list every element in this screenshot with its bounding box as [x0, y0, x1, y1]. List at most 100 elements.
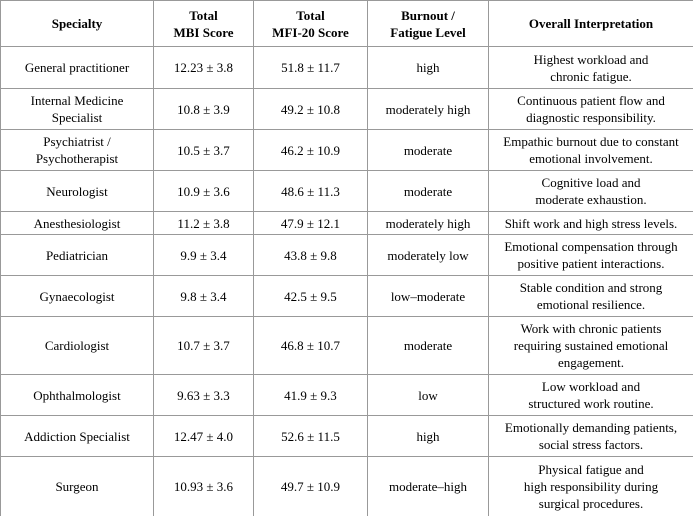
cell-line: moderately low [387, 247, 469, 263]
table-cell: moderate–high [367, 456, 489, 516]
cell-line: 42.5 ± 9.5 [284, 288, 337, 304]
table-row: Psychiatrist / Psychotherapist 10.5 ± 3.7 4… [0, 129, 693, 171]
cell-line: 41.9 ± 9.3 [284, 387, 337, 403]
cell-line: Empathic burnout due to constant [503, 134, 679, 149]
cell-line: MFI-20 Score [272, 24, 349, 40]
cell-line: chronic fatigue. [550, 68, 632, 84]
cell-line: Fatigue Level [390, 24, 466, 40]
table-cell: Low workload and structured work routine. [488, 374, 693, 416]
cell-line: 10.7 ± 3.7 [177, 338, 230, 353]
table-cell: 46.8 ± 10.7 [253, 316, 368, 375]
cell-line: surgical procedures. [538, 496, 644, 511]
cell-line: Work with chronic patients [520, 321, 662, 336]
cell-line: 12.47 ± 4.0 [173, 428, 234, 444]
cell-line: Pediatrician [45, 247, 109, 263]
cell-line: Shift work and high stress levels. [504, 215, 678, 231]
cell-line: 52.6 ± 11.5 [281, 428, 340, 444]
table-row: Gynaecologist 9.8 ± 3.4 42.5 ± 9.5 low–mode… [0, 275, 693, 317]
cell-line: Cardiologist [44, 338, 110, 353]
cell-line: 47.9 ± 12.1 [280, 215, 341, 231]
cell-line: moderately high [385, 101, 471, 117]
cell-line: Specialist [51, 110, 103, 125]
cell-line: moderate [403, 338, 453, 353]
cell-line: Addiction Specialist [24, 428, 130, 444]
table-row: Cardiologist 10.7 ± 3.7 46.8 ± 10.7 moderat… [0, 316, 693, 375]
table-row: General practitioner 12.23 ± 3.8 51.8 ± 11… [0, 46, 693, 89]
cell-line: Stable condition and strong [519, 280, 663, 295]
cell-line: 46.2 ± 10.9 [280, 142, 341, 158]
table-cell: low [367, 374, 489, 416]
header-cell: Overall Interpretation [488, 0, 693, 47]
table-cell: Cardiologist [0, 316, 154, 375]
table-cell: 46.2 ± 10.9 [253, 129, 368, 171]
table-cell: 10.5 ± 3.7 [153, 129, 254, 171]
cell-line: Emotional compensation through [504, 239, 678, 254]
cell-line: diagnostic responsibility. [526, 110, 656, 125]
cell-line: 10.8 ± 3.9 [177, 101, 230, 117]
table-cell: 10.9 ± 3.6 [153, 170, 254, 212]
cell-line: 12.23 ± 3.8 [173, 60, 234, 75]
header-cell: Total MBI Score [153, 0, 254, 47]
cell-line: Continuous patient flow and [517, 93, 665, 108]
table-cell: 9.8 ± 3.4 [153, 275, 254, 317]
table-cell: Emotionally demanding patients, social st… [488, 415, 693, 457]
cell-line: emotional resilience. [536, 297, 646, 312]
table-cell: General practitioner [0, 46, 154, 89]
cell-line: high [416, 428, 440, 444]
table-cell: moderate [367, 170, 489, 212]
cell-line: Emotionally demanding patients, [504, 420, 678, 435]
header-cell: Total MFI-20 Score [253, 0, 368, 47]
cell-line: moderate exhaustion. [535, 192, 647, 207]
table-cell: low–moderate [367, 275, 489, 317]
header-cell: Specialty [0, 0, 154, 47]
cell-line: high [416, 60, 440, 75]
cell-line: 43.8 ± 9.8 [284, 247, 337, 263]
cell-line: 9.9 ± 3.4 [180, 247, 227, 263]
cell-line: Overall Interpretation [528, 16, 654, 31]
cell-line: 10.93 ± 3.6 [173, 479, 234, 494]
table-cell: Ophthalmologist [0, 374, 154, 416]
cell-line: requiring sustained emotional [513, 338, 669, 353]
table-cell: Work with chronic patients requiring sust… [488, 316, 693, 375]
cell-line: 46.8 ± 10.7 [280, 338, 341, 353]
table-row: Surgeon 10.93 ± 3.6 49.7 ± 10.9 moderate–hi… [0, 456, 693, 516]
table-cell: 12.47 ± 4.0 [153, 415, 254, 457]
cell-line: low–moderate [390, 288, 466, 304]
table-cell: moderately high [367, 211, 489, 235]
cell-line: positive patient interactions. [517, 256, 665, 271]
table-cell: Cognitive load and moderate exhaustion. [488, 170, 693, 212]
cell-line: 49.7 ± 10.9 [280, 479, 341, 494]
cell-line: 9.63 ± 3.3 [177, 387, 230, 403]
table-cell: moderate [367, 316, 489, 375]
cell-line: Psychiatrist / [43, 134, 111, 149]
table-row: Pediatrician 9.9 ± 3.4 43.8 ± 9.8 moderatel… [0, 234, 693, 276]
cell-line: high responsibility during [523, 479, 659, 494]
cell-line: Physical fatigue and [538, 462, 644, 477]
table-cell: 9.63 ± 3.3 [153, 374, 254, 416]
header-cell: Burnout / Fatigue Level [367, 0, 489, 47]
table-cell: 12.23 ± 3.8 [153, 46, 254, 89]
table-cell: 10.93 ± 3.6 [153, 456, 254, 516]
table-cell: Psychiatrist / Psychotherapist [0, 129, 154, 171]
table-cell: Addiction Specialist [0, 415, 154, 457]
cell-line: social stress factors. [538, 437, 644, 452]
table-cell: Surgeon [0, 456, 154, 516]
cell-line: Highest workload and [533, 51, 649, 67]
cell-line: MBI Score [173, 24, 234, 40]
cell-line: 10.9 ± 3.6 [177, 183, 230, 199]
cell-line: moderate [403, 142, 453, 158]
cell-line: Specialty [51, 16, 103, 31]
cell-line: Cognitive load and [541, 175, 641, 190]
table-cell: 9.9 ± 3.4 [153, 234, 254, 276]
cell-line: structured work routine. [528, 396, 654, 411]
table-cell: Highest workload and chronic fatigue. [488, 46, 693, 89]
cell-line: Total [296, 7, 325, 23]
table-cell: Physical fatigue and high responsibility … [488, 456, 693, 516]
table-row: Internal Medicine Specialist 10.8 ± 3.9 49.… [0, 88, 693, 130]
table-cell: moderately high [367, 88, 489, 130]
table-row: Ophthalmologist 9.63 ± 3.3 41.9 ± 9.3 low Lo… [0, 374, 693, 416]
cell-line: General practitioner [24, 60, 130, 75]
table-cell: 48.6 ± 11.3 [253, 170, 368, 212]
